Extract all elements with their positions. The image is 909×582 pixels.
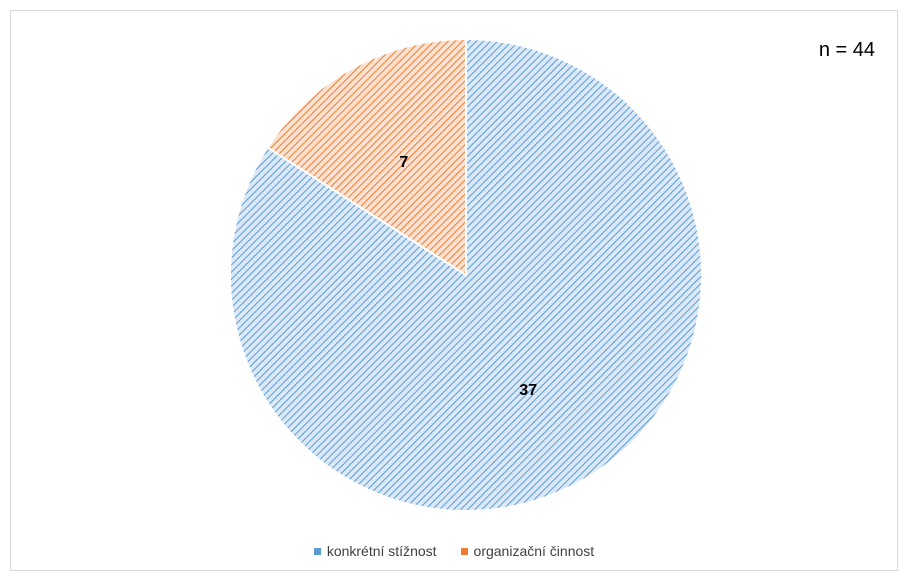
legend-item-konkretni-stiznost: konkrétní stížnost — [313, 543, 437, 559]
pie-chart: 37 7 — [229, 37, 703, 512]
pie-slice-organizacni-cinnost — [266, 37, 467, 277]
pie-data-label: 37 — [519, 382, 537, 399]
pie-slices — [229, 37, 703, 512]
pie-data-labels: 37 7 — [399, 154, 537, 399]
legend-item-organizacni-cinnost: organizační činnost — [460, 543, 595, 559]
chart-frame: 37 7 n = 44 konkrétní stížnost organizačn… — [10, 10, 898, 571]
legend-swatch-blue — [313, 547, 321, 555]
legend: konkrétní stížnost organizační činnost — [11, 543, 897, 559]
sample-size-annotation: n = 44 — [818, 39, 875, 61]
legend-swatch-orange — [460, 547, 468, 555]
legend-label: konkrétní stížnost — [326, 543, 437, 559]
pie-data-label: 7 — [399, 154, 408, 171]
legend-label: organizační činnost — [473, 543, 595, 559]
